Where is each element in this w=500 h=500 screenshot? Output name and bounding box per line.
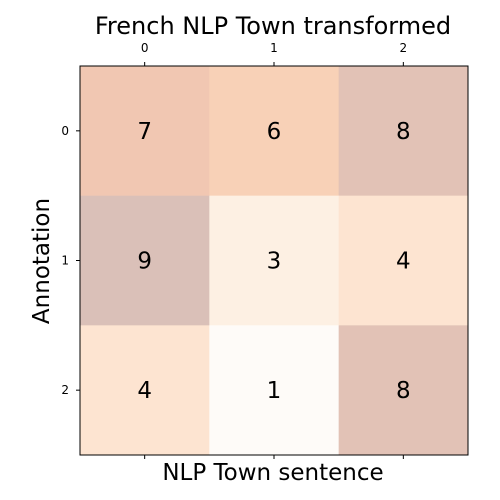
cell-value-r1-c1: 3 [267, 249, 282, 275]
x-tick-label-0: 0 [141, 41, 149, 55]
x-tick-label-2: 2 [400, 41, 408, 55]
y-tick-label-2: 2 [61, 383, 69, 397]
cell-value-r1-c0: 9 [137, 249, 152, 275]
y-axis-label: Annotation [29, 198, 55, 324]
y-axis-ticks: 0 1 2 [61, 124, 80, 397]
cell-value-r2-c2: 8 [396, 378, 411, 404]
y-tick-label-1: 1 [61, 254, 69, 268]
cell-value-r2-c0: 4 [137, 378, 152, 404]
cell-value-r0-c1: 6 [267, 119, 282, 145]
cell-value-r2-c1: 1 [267, 378, 282, 404]
x-tick-label-1: 1 [270, 41, 278, 55]
x-axis-label: NLP Town sentence [162, 460, 383, 486]
y-tick-label-0: 0 [61, 124, 69, 138]
cell-value-r0-c0: 7 [137, 119, 152, 145]
cell-value-r1-c2: 4 [396, 249, 411, 275]
cell-value-r0-c2: 8 [396, 119, 411, 145]
chart-title: French NLP Town transformed [95, 12, 451, 40]
